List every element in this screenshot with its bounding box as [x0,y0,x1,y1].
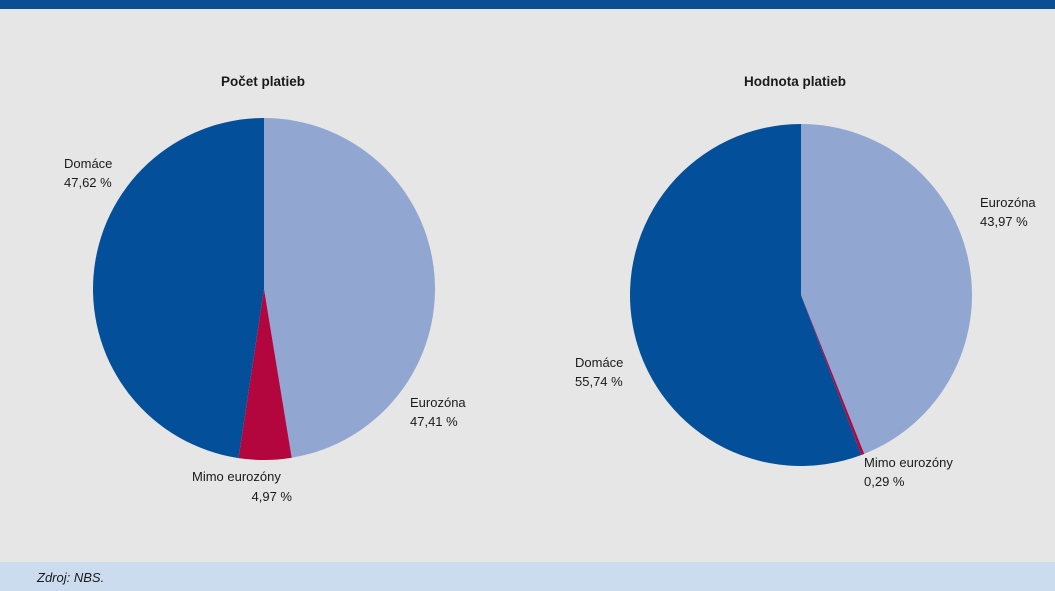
pie-1-slices [629,124,972,467]
chart-area: Počet platieb Domáce 47,62 % Eurozóna 47… [0,9,1055,562]
pie-0-value-domestic: 47,62 % [64,175,112,190]
pie-0-slices [93,118,435,460]
pie-1-label-eurozone: Eurozóna [980,195,1036,210]
pie-0-slice-eurozone [264,118,435,458]
pie-0-value-outside: 4,97 % [252,489,293,504]
pie-charts-figure: Počet platieb Domáce 47,62 % Eurozóna 47… [64,74,1036,504]
pie-1-slice-outside-eurozone [801,295,865,455]
source-note: Zdroj: NBS. [37,570,105,585]
pie-0-value-eurozone: 47,41 % [410,414,458,429]
pie-chart-value: Hodnota platieb Eurozóna 43,97 % Domáce … [575,74,1036,489]
pie-chart-count: Počet platieb Domáce 47,62 % Eurozóna 47… [64,74,466,504]
pie-0-slice-domestic [93,118,264,459]
chart-title-value: Hodnota platieb [744,74,846,89]
source-footer: Zdroj: NBS. [0,562,1055,591]
pie-0-label-eurozone: Eurozóna [410,395,466,410]
top-accent-bar [0,0,1055,9]
pie-0-label-domestic: Domáce [64,156,112,171]
pie-1-label-outside: Mimo eurozóny [864,455,953,470]
pie-1-value-eurozone: 43,97 % [980,214,1028,229]
pie-0-slice-outside-eurozone [238,289,292,460]
pie-1-slice-domestic [629,124,862,467]
pie-0-label-outside: Mimo eurozóny [192,469,281,484]
pie-1-slice-eurozone [801,124,972,454]
pie-1-value-domestic: 55,74 % [575,374,623,389]
chart-title-count: Počet platieb [221,74,305,89]
pie-1-label-domestic: Domáce [575,355,623,370]
pie-1-value-outside: 0,29 % [864,474,905,489]
